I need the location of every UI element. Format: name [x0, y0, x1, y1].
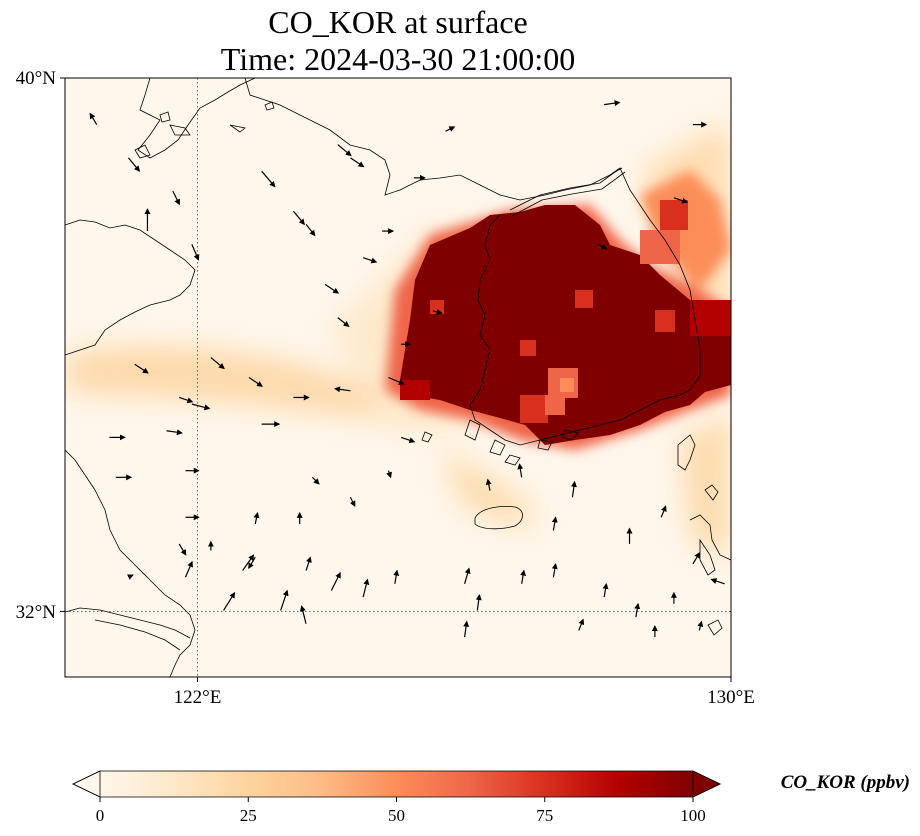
wind-arrow [475, 594, 482, 611]
wind-arrow [223, 591, 236, 611]
wind-arrow [330, 571, 341, 591]
colorbar-ticks: 0 25 50 75 100 [96, 797, 706, 825]
colorbar-extend-min [72, 770, 101, 798]
wind-arrow [400, 436, 416, 444]
wind-arrow [134, 363, 149, 374]
wind-arrow [386, 470, 392, 479]
wind-arrow [191, 244, 200, 261]
wind-arrow [551, 516, 558, 531]
wind-arrow [337, 144, 352, 157]
wind-arrow [350, 157, 365, 168]
wind-arrow [166, 429, 183, 436]
wind-arrow [334, 386, 351, 393]
xtick-label-122E: 122°E [174, 687, 222, 708]
wind-arrow [305, 224, 316, 237]
concentration-field [65, 120, 731, 560]
wind-arrow [292, 210, 305, 226]
colorbar-tick-label: 100 [680, 806, 706, 825]
xtick-label-130E: 130°E [707, 687, 755, 708]
wind-arrow [597, 243, 608, 250]
colorbar-gradient [100, 771, 693, 797]
wind-arrow [178, 543, 187, 556]
wind-arrow [673, 197, 689, 204]
wind-arrow [602, 582, 609, 598]
colorbar-label: CO_KOR (ppbv) [781, 772, 910, 793]
wind-vectors [89, 100, 725, 638]
axis-ticks: 40°N 32°N 122°E 130°E [16, 68, 755, 708]
wind-arrow [299, 605, 307, 624]
korea-plume-core [400, 200, 731, 445]
wind-arrow [261, 170, 276, 188]
wind-arrow [248, 556, 256, 570]
wind-arrow [634, 602, 641, 618]
ytick-label-40N: 40°N [16, 68, 57, 89]
colorbar-tick-label: 50 [388, 806, 405, 825]
wind-arrow [191, 403, 211, 411]
wind-arrow [710, 578, 725, 585]
map-frame [64, 77, 732, 678]
wind-arrow [551, 562, 558, 578]
wind-arrow [692, 551, 701, 565]
wind-arrow [570, 480, 577, 498]
wind-arrow [324, 283, 340, 294]
coastlines [65, 78, 731, 677]
wind-arrow [578, 618, 585, 631]
wind-arrow [253, 511, 260, 525]
colorbar-tick-label: 25 [240, 806, 257, 825]
map-panel [65, 78, 731, 677]
wind-arrow [349, 497, 356, 507]
wind-arrow [362, 578, 370, 598]
wind-arrow [311, 476, 320, 485]
wind-arrow [445, 126, 456, 132]
wind-arrow [242, 554, 255, 571]
colorbar: 0 25 50 75 100 CO_KOR (ppbv) [72, 770, 910, 825]
wind-arrow [463, 620, 470, 638]
wind-arrow [337, 317, 350, 328]
wind-arrow [362, 257, 378, 264]
wind-arrow [432, 309, 443, 315]
wind-arrow [520, 569, 527, 584]
wind-arrow [604, 100, 621, 107]
ytick-label-32N: 32°N [16, 602, 57, 623]
wind-arrow [210, 357, 225, 370]
wind-arrow [388, 376, 405, 385]
wind-arrow [305, 556, 312, 571]
wind-arrow [89, 112, 98, 125]
wind-arrow [464, 567, 471, 584]
wind-arrow [172, 190, 180, 206]
wind-arrow [660, 505, 667, 518]
wind-arrow [517, 463, 524, 478]
wind-arrow [280, 589, 289, 611]
wind-arrow [178, 396, 194, 404]
wind-arrow [697, 620, 704, 631]
wind-arrow [127, 574, 134, 580]
wind-arrow [248, 377, 263, 387]
map-title: CO_KOR at surface [268, 4, 527, 40]
colorbar-tick-label: 0 [96, 806, 105, 825]
wind-arrow [184, 560, 193, 578]
colorbar-extend-max [692, 770, 721, 798]
wind-arrow [393, 569, 400, 584]
wind-arrow [127, 157, 141, 172]
gridlines [65, 78, 731, 677]
map-subtitle-time: Time: 2024-03-30 21:00:00 [221, 41, 575, 77]
colorbar-tick-label: 75 [536, 806, 553, 825]
wind-arrow [485, 478, 492, 491]
